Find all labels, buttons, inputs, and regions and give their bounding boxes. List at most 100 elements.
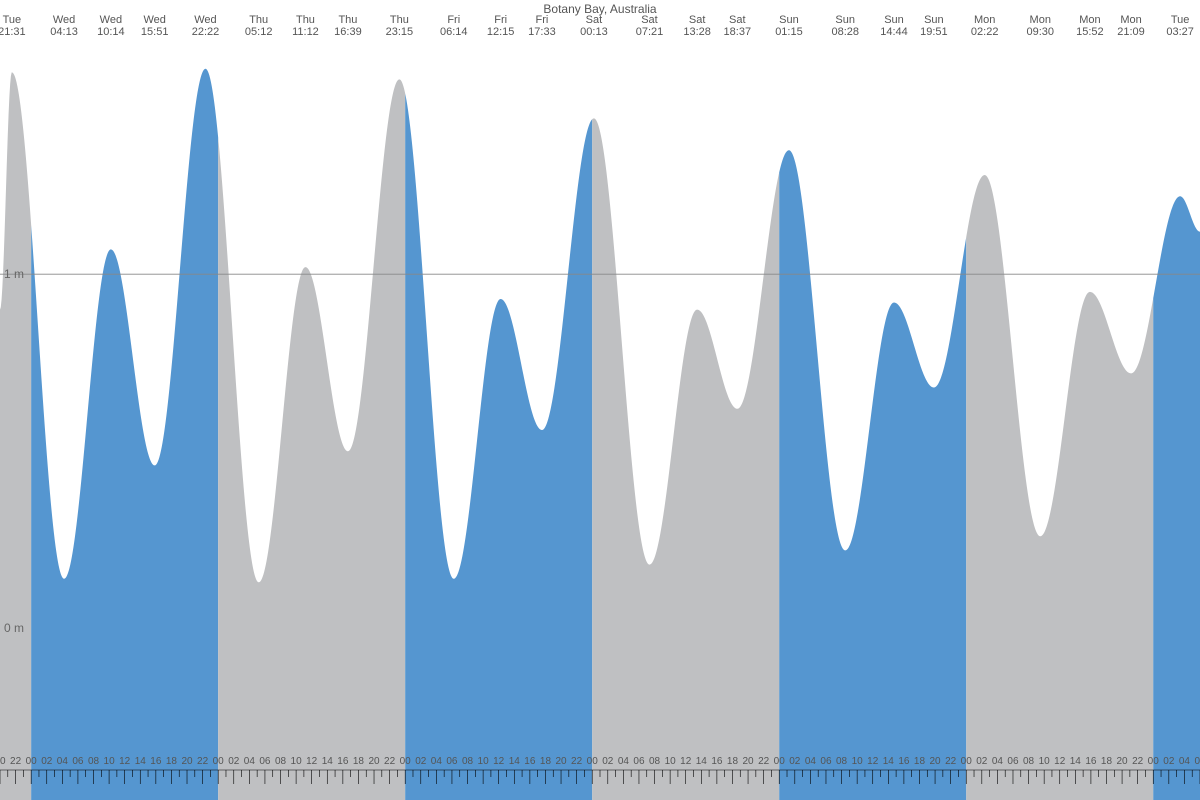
x-hour-label: 16 (150, 756, 161, 767)
x-hour-label: 04 (1179, 756, 1190, 767)
tide-extreme-label: Fri12:15 (487, 14, 515, 38)
x-hour-label: 02 (976, 756, 987, 767)
tide-extreme-label: Mon21:09 (1117, 14, 1145, 38)
x-hour-label: 06 (633, 756, 644, 767)
tide-area-day (405, 94, 592, 800)
x-hour-label: 04 (57, 756, 68, 767)
x-hour-label: 20 (555, 756, 566, 767)
tide-extreme-label: Fri17:33 (528, 14, 556, 38)
x-hour-label: 08 (1023, 756, 1034, 767)
x-hour-label: 00 (587, 756, 598, 767)
x-hour-label: 16 (337, 756, 348, 767)
x-hour-label: 10 (1039, 756, 1050, 767)
x-hour-label: 14 (883, 756, 894, 767)
x-hour-label: 04 (244, 756, 255, 767)
tide-extreme-label: Thu16:39 (334, 14, 362, 38)
x-hour-label: 00 (961, 756, 972, 767)
x-hour-label: 00 (774, 756, 785, 767)
x-hour-label: 10 (852, 756, 863, 767)
x-hour-label: 08 (88, 756, 99, 767)
tide-area-day (31, 69, 218, 800)
tide-extreme-label: Tue03:27 (1166, 14, 1194, 38)
tide-area-night (966, 175, 1153, 800)
x-hour-label: 10 (478, 756, 489, 767)
x-hour-label: 06 (72, 756, 83, 767)
chart-svg (0, 0, 1200, 800)
tide-extreme-label: Mon09:30 (1026, 14, 1054, 38)
x-hour-label: 22 (10, 756, 21, 767)
y-axis-label: 0 m (4, 621, 24, 635)
x-hour-label: 16 (898, 756, 909, 767)
x-hour-label: 18 (166, 756, 177, 767)
x-hour-label: 10 (104, 756, 115, 767)
x-hour-label: 20 (930, 756, 941, 767)
tide-area-night (218, 79, 405, 800)
x-hour-label: 16 (711, 756, 722, 767)
tide-extreme-label: Sat07:21 (636, 14, 664, 38)
x-hour-label: 02 (602, 756, 613, 767)
tide-extreme-label: Wed10:14 (97, 14, 125, 38)
x-hour-label: 04 (992, 756, 1003, 767)
y-axis-label: 1 m (4, 267, 24, 281)
x-hour-label: 04 (805, 756, 816, 767)
x-hour-label: 04 (431, 756, 442, 767)
x-hour-label: 10 (291, 756, 302, 767)
tide-extreme-label: Sun08:28 (831, 14, 859, 38)
x-hour-label: 06 (1194, 756, 1200, 767)
tide-extreme-label: Thu05:12 (245, 14, 273, 38)
tide-extreme-label: Sat00:13 (580, 14, 608, 38)
x-hour-label: 22 (197, 756, 208, 767)
x-hour-label: 18 (540, 756, 551, 767)
x-hour-label: 04 (618, 756, 629, 767)
x-hour-label: 20 (368, 756, 379, 767)
x-hour-label: 02 (41, 756, 52, 767)
tide-extreme-label: Sun14:44 (880, 14, 908, 38)
tide-time-labels: Tue21:31Wed04:13Wed10:14Wed15:51Wed22:22… (0, 14, 1200, 42)
x-hour-label: 16 (524, 756, 535, 767)
x-hour-label: 16 (1085, 756, 1096, 767)
x-hour-label: 22 (1132, 756, 1143, 767)
x-hour-label: 14 (135, 756, 146, 767)
x-hour-label: 20 (1117, 756, 1128, 767)
tide-extreme-label: Wed15:51 (141, 14, 169, 38)
x-hour-label: 12 (493, 756, 504, 767)
x-hour-label: 08 (649, 756, 660, 767)
x-hour-label: 06 (259, 756, 270, 767)
tide-extreme-label: Sat18:37 (724, 14, 752, 38)
x-hour-label: 12 (306, 756, 317, 767)
tide-extreme-label: Sun19:51 (920, 14, 948, 38)
tide-extreme-label: Thu11:12 (292, 14, 319, 38)
x-hour-label: 18 (1101, 756, 1112, 767)
x-hour-label: 18 (353, 756, 364, 767)
x-hour-label: 06 (1007, 756, 1018, 767)
tide-extreme-label: Sun01:15 (775, 14, 803, 38)
x-hour-label: 12 (680, 756, 691, 767)
tide-extreme-label: Tue21:31 (0, 14, 26, 38)
x-hour-label: 08 (836, 756, 847, 767)
x-hour-label: 14 (1070, 756, 1081, 767)
x-hour-label: 10 (665, 756, 676, 767)
tide-extreme-label: Wed04:13 (50, 14, 78, 38)
x-hour-label: 14 (322, 756, 333, 767)
x-hour-label: 18 (914, 756, 925, 767)
x-hour-label: 00 (400, 756, 411, 767)
tide-extreme-label: Sat13:28 (683, 14, 711, 38)
x-hour-label: 02 (228, 756, 239, 767)
x-hour-label: 06 (820, 756, 831, 767)
x-hour-label: 18 (727, 756, 738, 767)
x-hour-label: 20 (181, 756, 192, 767)
x-hour-label: 02 (1163, 756, 1174, 767)
x-hour-label: 14 (509, 756, 520, 767)
x-hour-label: 22 (758, 756, 769, 767)
x-hour-label: 22 (384, 756, 395, 767)
x-hour-label: 00 (213, 756, 224, 767)
x-hour-label: 12 (867, 756, 878, 767)
x-hour-label: 02 (789, 756, 800, 767)
x-hour-label: 02 (415, 756, 426, 767)
x-hour-label: 00 (1148, 756, 1159, 767)
x-hour-label: 14 (696, 756, 707, 767)
x-hour-label: 12 (1054, 756, 1065, 767)
tide-area-night (0, 72, 31, 800)
tide-extreme-label: Mon15:52 (1076, 14, 1104, 38)
x-hour-label: 08 (462, 756, 473, 767)
